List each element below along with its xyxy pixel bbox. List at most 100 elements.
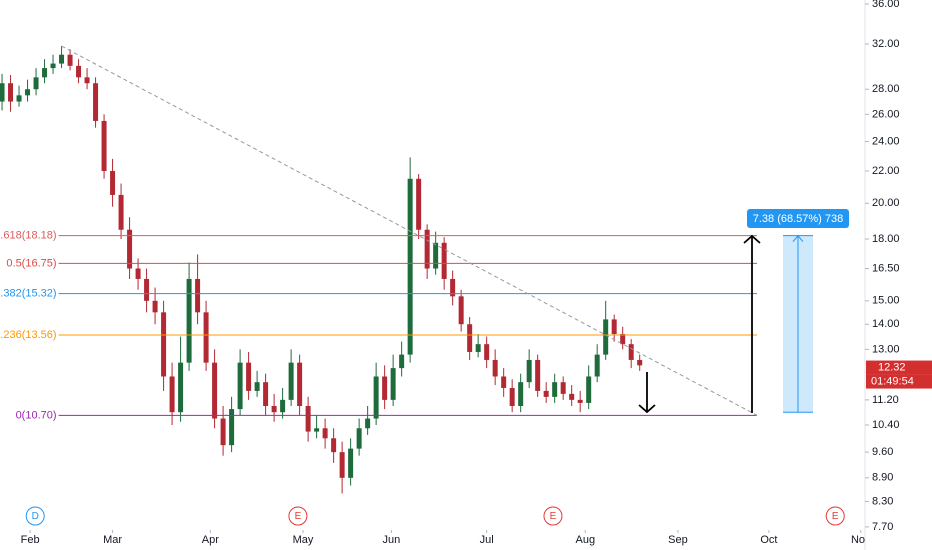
event-label: E: [832, 511, 839, 522]
candle-body: [42, 68, 48, 78]
y-tick-label: 24.00: [872, 135, 900, 147]
countdown-label: 01:49:54: [871, 375, 914, 387]
candle-body: [84, 77, 90, 84]
candle-body: [101, 120, 107, 171]
event-marker: [543, 506, 563, 526]
candle-body: [229, 409, 235, 446]
candle-body: [135, 268, 141, 279]
candle-body: [407, 178, 413, 355]
y-tick-label: 7.70: [872, 521, 893, 533]
candle-body: [16, 95, 22, 102]
y-tick-label: 28.00: [872, 83, 900, 95]
candle-body: [569, 393, 575, 400]
candle-body: [450, 278, 456, 297]
candle-body: [356, 428, 362, 449]
fib-label: 0.5(16.75): [6, 257, 56, 269]
candle-body: [59, 54, 65, 64]
candle-body: [169, 376, 175, 413]
candle-body: [433, 242, 439, 269]
x-tick-label: Aug: [575, 534, 595, 546]
candle-body: [509, 387, 515, 406]
last-price-box: [866, 360, 932, 375]
candle-body: [305, 405, 311, 432]
x-tick-label: Apr: [202, 534, 219, 546]
candle-body: [25, 89, 31, 96]
event-label: D: [32, 511, 39, 522]
candle-body: [237, 362, 243, 410]
candle-body: [348, 448, 354, 478]
fib-label: 0.236(13.56): [0, 329, 57, 341]
last-price-label: 12.32: [878, 361, 906, 373]
candle-body: [484, 344, 490, 360]
countdown-box: [866, 374, 932, 389]
candle-body: [373, 376, 379, 419]
candle-body: [526, 359, 532, 383]
y-tick-label: 8.90: [872, 472, 893, 484]
y-tick-label: 32.00: [872, 38, 900, 50]
candle-body: [220, 418, 226, 446]
candle-body: [543, 390, 549, 397]
candle-body: [288, 362, 294, 400]
measure-label-box: [747, 209, 849, 228]
candle-body: [586, 376, 592, 403]
trend-line: [61, 45, 758, 416]
y-tick-label: 10.40: [872, 419, 900, 431]
candle-body: [50, 63, 56, 69]
candle-body: [254, 382, 260, 391]
candle-body: [416, 178, 422, 230]
y-tick-label: 18.00: [872, 233, 900, 245]
candle-body: [611, 319, 617, 335]
x-tick-label: Nov: [851, 534, 871, 546]
candle-body: [424, 229, 430, 269]
candle-body: [76, 65, 82, 78]
plot-area: Feb Mar Apr May Jun Jul Aug Sep Oct Nov 0.618(18.1…: [0, 45, 871, 546]
x-tick-label: Jun: [383, 534, 401, 546]
event-marker: [288, 506, 308, 526]
event-marker: [825, 506, 845, 526]
candle-body: [297, 362, 303, 406]
y-tick-label: 20.00: [872, 197, 900, 209]
candle-body: [212, 362, 218, 419]
candle-body: [263, 382, 269, 406]
x-tick-label: Oct: [760, 534, 777, 546]
candle-body: [501, 376, 507, 388]
x-tick-label: Mar: [103, 534, 122, 546]
candle-body: [203, 312, 209, 363]
candle-body: [0, 83, 5, 102]
y-tick-label: 36.00: [872, 0, 900, 10]
y-tick-label: 15.00: [872, 295, 900, 307]
candle-body: [110, 170, 116, 195]
candle-body: [67, 54, 73, 66]
candle-body: [560, 382, 566, 394]
y-tick-label: 11.20: [872, 394, 899, 406]
candle-body: [280, 399, 286, 413]
x-tick-label: May: [293, 534, 314, 546]
candle-body: [399, 354, 405, 369]
event-label: E: [295, 511, 302, 522]
candle-body: [467, 324, 473, 352]
x-tick-label: Jul: [480, 534, 494, 546]
candle-body: [314, 428, 320, 432]
event-marker: [25, 506, 45, 526]
fib-label: 0.382(15.32): [0, 288, 57, 300]
x-tick-label: Feb: [21, 534, 40, 546]
candle-body: [33, 77, 39, 90]
candle-body: [458, 296, 464, 325]
candle-body: [152, 300, 158, 313]
candle-body: [577, 399, 583, 403]
y-tick-label: 22.00: [872, 165, 900, 177]
candle-body: [118, 194, 124, 230]
x-tick-label: Sep: [668, 534, 688, 546]
candle-body: [475, 344, 481, 352]
arrow-head: [638, 404, 656, 414]
measure-arrow-head: [792, 234, 804, 242]
candle-body: [390, 368, 396, 400]
candle-body: [603, 319, 609, 355]
y-tick-label: 26.00: [872, 108, 900, 120]
candle-body: [441, 242, 447, 279]
candle-body: [620, 334, 626, 345]
candle-body: [195, 278, 201, 313]
candle-body: [271, 405, 277, 413]
candle-body: [518, 382, 524, 406]
